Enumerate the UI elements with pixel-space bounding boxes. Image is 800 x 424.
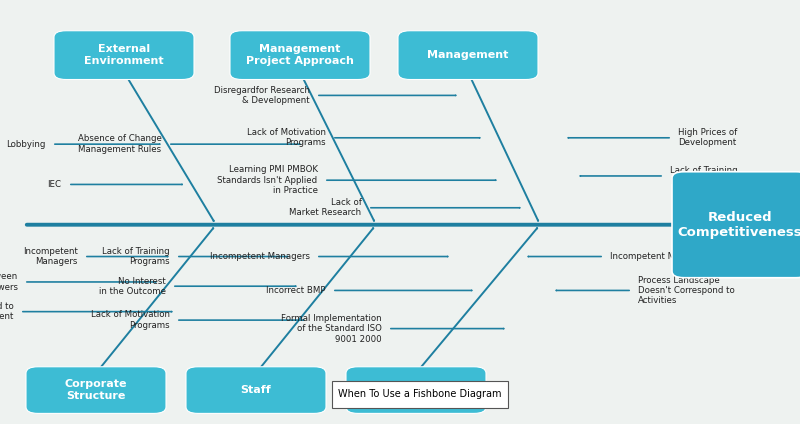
FancyBboxPatch shape	[26, 367, 166, 413]
Text: IEC: IEC	[48, 180, 62, 189]
Text: Incompetent Managers: Incompetent Managers	[610, 252, 710, 261]
Text: Disregardfor Research
& Development: Disregardfor Research & Development	[214, 86, 310, 105]
Text: External
Environment: External Environment	[84, 45, 164, 66]
FancyBboxPatch shape	[332, 381, 508, 408]
FancyBboxPatch shape	[186, 367, 326, 413]
Text: Lack of Motivation
Programs: Lack of Motivation Programs	[246, 128, 326, 148]
Text: Contradiction between
the Duties and Powers: Contradiction between the Duties and Pow…	[0, 272, 18, 292]
FancyBboxPatch shape	[54, 31, 194, 80]
FancyBboxPatch shape	[230, 31, 370, 80]
Text: Corporate
Structure: Corporate Structure	[65, 379, 127, 401]
Text: Lobbying: Lobbying	[6, 139, 46, 149]
Text: Process Approach: Process Approach	[360, 385, 472, 395]
Text: Management
Project Approach: Management Project Approach	[246, 45, 354, 66]
Text: Incompetent Managers: Incompetent Managers	[210, 252, 310, 261]
FancyBboxPatch shape	[672, 172, 800, 278]
Text: Doesn't Correspond to
Process Management: Doesn't Correspond to Process Management	[0, 302, 14, 321]
Text: When To Use a Fishbone Diagram: When To Use a Fishbone Diagram	[338, 389, 502, 399]
Text: High Prices of
Development: High Prices of Development	[678, 128, 738, 148]
Text: Lack of Training
Programs: Lack of Training Programs	[670, 166, 738, 186]
Text: Incompetent
Managers: Incompetent Managers	[22, 247, 78, 266]
Text: No Interest
in the Outcome: No Interest in the Outcome	[98, 276, 166, 296]
Text: Learning PMI PMBOK
Standards Isn't Applied
in Practice: Learning PMI PMBOK Standards Isn't Appli…	[218, 165, 318, 195]
Text: Lack of Motivation
Programs: Lack of Motivation Programs	[90, 310, 170, 330]
Text: Process Landscape
Doesn't Correspond to
Activities: Process Landscape Doesn't Correspond to …	[638, 276, 735, 305]
Text: Formal Implementation
of the Standard ISO
9001 2000: Formal Implementation of the Standard IS…	[281, 314, 382, 343]
Text: Lack of Training
Programs: Lack of Training Programs	[102, 247, 170, 266]
FancyBboxPatch shape	[346, 367, 486, 413]
Text: Incorrect BMP: Incorrect BMP	[266, 286, 326, 295]
FancyBboxPatch shape	[398, 31, 538, 80]
Text: Reduced
Competitiveness: Reduced Competitiveness	[678, 211, 800, 239]
Text: Staff: Staff	[241, 385, 271, 395]
Text: Absence of Change
Management Rules: Absence of Change Management Rules	[78, 134, 162, 154]
Text: Lack of
Market Research: Lack of Market Research	[290, 198, 362, 218]
Text: Management: Management	[427, 50, 509, 60]
